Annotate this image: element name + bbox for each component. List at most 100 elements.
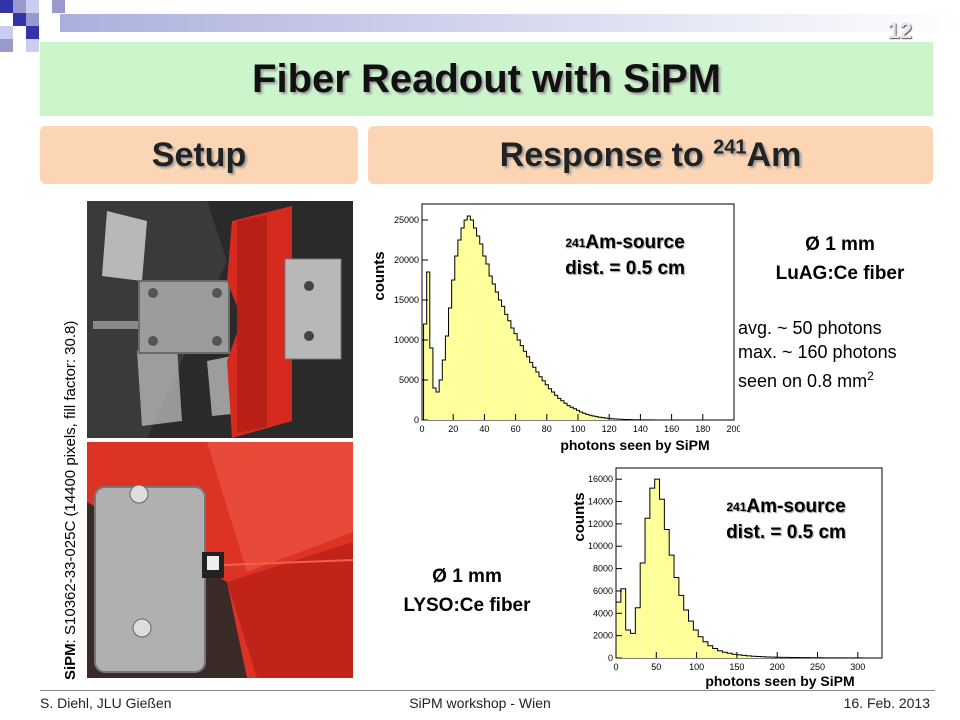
x-tick-label: 160 xyxy=(664,424,679,434)
histogram-bin xyxy=(635,607,641,658)
x-tick-label: 50 xyxy=(651,662,661,672)
histogram-bin xyxy=(517,340,521,420)
histogram-bin xyxy=(640,563,646,658)
histogram-bin xyxy=(451,280,455,420)
y-axis-label: counts xyxy=(571,492,588,541)
plot2-source-label: 241Am-source dist. = 0.5 cm xyxy=(726,496,846,543)
histogram-bin xyxy=(445,336,449,420)
histogram-bin xyxy=(567,405,571,420)
histogram-bin xyxy=(570,407,574,420)
histogram-bin xyxy=(457,240,461,420)
histogram-bin xyxy=(454,256,458,420)
histogram-bin xyxy=(557,398,561,420)
histogram-outline xyxy=(423,215,733,421)
histogram-bin xyxy=(539,376,543,420)
footer-divider xyxy=(40,690,935,691)
histogram-bin xyxy=(470,220,474,420)
x-tick-label: 80 xyxy=(542,424,552,434)
histogram-bin xyxy=(592,416,596,420)
plot1-fiber-label: Ø 1 mm LuAG:Ce fiber xyxy=(775,234,905,284)
histogram-luag: 0 20 40 60 80 100 120 140 160 180 200 0 5000 10000 150… xyxy=(371,203,740,453)
histogram-bin xyxy=(712,648,718,658)
y-tick-label: 10000 xyxy=(588,541,613,551)
histogram-bin xyxy=(613,418,617,420)
y-tick-label: 8000 xyxy=(593,564,613,574)
x-tick-label: 60 xyxy=(511,424,521,434)
histogram-bin xyxy=(722,652,728,658)
y-tick-label: 15000 xyxy=(394,295,419,305)
histogram-bin xyxy=(485,264,490,420)
histogram-bin xyxy=(545,384,549,420)
histogram-bin xyxy=(535,372,539,420)
plot1-info: avg. ~ 50 photons max. ~ 160 photons see… xyxy=(738,318,897,391)
histogram-bin xyxy=(688,621,694,658)
histogram-bin xyxy=(585,414,589,420)
y-tick-label: 14000 xyxy=(588,497,613,507)
x-tick-label: 0 xyxy=(613,662,618,672)
histogram-bin xyxy=(595,416,599,420)
footer-date: 16. Feb. 2013 xyxy=(843,695,930,711)
sipm-vertical-label: SiPM: S10362-33-025C (14400 pixels, fill… xyxy=(62,320,79,680)
histogram-bin xyxy=(741,655,747,658)
y-tick-label: 0 xyxy=(414,415,419,425)
histogram-bin xyxy=(683,609,689,658)
histogram-bin xyxy=(579,412,583,420)
histogram-lyso: 0 50 100 150 200 250 300 0 2000 4000 6000 8000 10000… xyxy=(571,467,883,689)
histogram-bin xyxy=(510,328,515,420)
histogram-bin xyxy=(495,292,499,420)
histogram-bin xyxy=(429,348,433,420)
x-tick-label: 200 xyxy=(726,424,740,434)
setup-header: Setup xyxy=(40,126,358,184)
histogram-bin xyxy=(560,400,564,420)
setup-photo-top xyxy=(87,201,353,438)
histogram-bin xyxy=(548,388,552,420)
histogram-bin xyxy=(620,588,626,658)
y-tick-label: 5000 xyxy=(399,375,419,385)
histogram-bin xyxy=(693,630,699,658)
histogram-bin xyxy=(601,417,605,420)
histogram-bin xyxy=(482,256,486,420)
histogram-bin xyxy=(432,388,437,420)
x-axis-label: photons seen by SiPM xyxy=(705,673,854,689)
slide-number: 12 xyxy=(887,18,912,43)
histogram-bin xyxy=(610,418,614,420)
histogram-bin xyxy=(674,577,679,658)
histogram-bin xyxy=(698,636,704,658)
histogram-bin xyxy=(473,228,477,420)
y-tick-label: 0 xyxy=(608,653,613,663)
histogram-bin xyxy=(630,633,636,658)
histogram-bin xyxy=(551,392,555,420)
x-tick-label: 0 xyxy=(419,424,424,434)
histogram-bin xyxy=(588,415,593,420)
histogram-bin xyxy=(678,595,684,658)
y-tick-label: 25000 xyxy=(394,215,419,225)
histogram-bin xyxy=(703,641,708,658)
histogram-bin xyxy=(582,413,586,420)
x-tick-label: 40 xyxy=(479,424,489,434)
y-axis-label: counts xyxy=(371,251,388,300)
histogram-bin xyxy=(442,360,446,420)
x-tick-label: 100 xyxy=(570,424,585,434)
y-tick-label: 4000 xyxy=(593,608,613,618)
x-tick-label: 250 xyxy=(810,662,825,672)
slide-title: Fiber Readout with SiPM xyxy=(252,56,721,101)
x-tick-label: 300 xyxy=(850,662,865,672)
histogram-bin xyxy=(746,655,752,658)
histogram-bin xyxy=(659,499,665,658)
y-tick-label: 12000 xyxy=(588,519,613,529)
histogram-bin xyxy=(717,650,723,658)
histogram-bin xyxy=(732,654,737,658)
histogram-bin xyxy=(479,244,483,420)
x-axis-label: photons seen by SiPM xyxy=(560,437,709,453)
histogram-bin xyxy=(542,380,546,420)
histogram-bin xyxy=(507,320,511,420)
x-tick-label: 140 xyxy=(633,424,648,434)
header-decoration xyxy=(0,0,960,52)
y-tick-label: 16000 xyxy=(588,474,613,484)
footer-author: S. Diehl, JLU Gießen xyxy=(40,695,172,711)
histogram-bin xyxy=(448,308,452,420)
histogram-bin xyxy=(492,284,496,420)
x-tick-label: 120 xyxy=(602,424,617,434)
histogram-bin xyxy=(523,351,527,420)
x-tick-label: 180 xyxy=(695,424,710,434)
